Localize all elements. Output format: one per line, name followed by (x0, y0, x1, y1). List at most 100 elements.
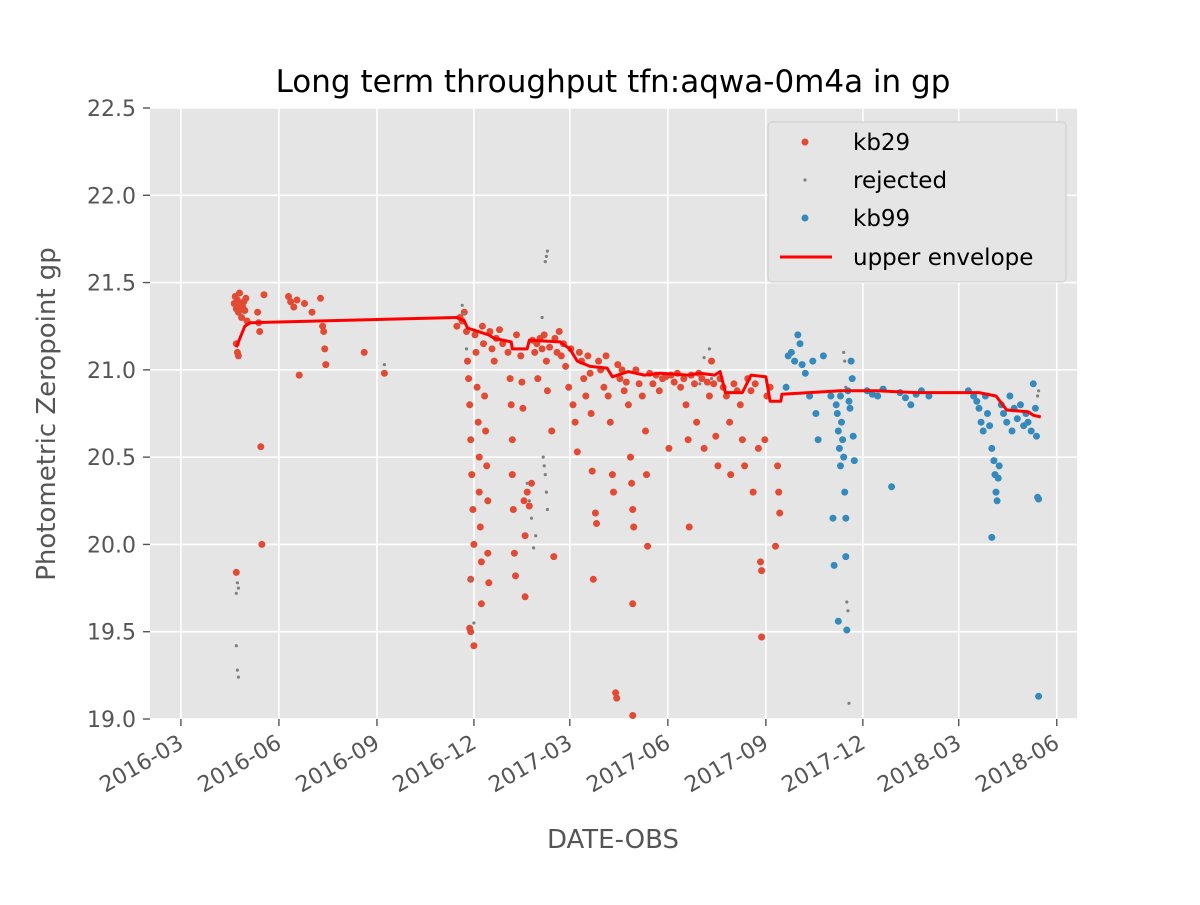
point-kb29 (751, 380, 759, 388)
x-tick-label: 2016-12 (389, 731, 481, 799)
point-kb29 (242, 294, 250, 302)
point-kb29 (510, 549, 518, 557)
point-kb99 (868, 390, 876, 398)
point-rejected (236, 675, 240, 679)
point-kb29 (703, 378, 711, 386)
point-kb99 (846, 404, 854, 412)
x-axis-label: DATE-OBS (547, 825, 679, 855)
point-kb99 (1017, 401, 1024, 409)
point-kb29 (772, 542, 779, 550)
point-kb99 (834, 617, 842, 625)
point-rejected (541, 455, 545, 459)
point-kb29 (290, 303, 298, 311)
point-kb29 (308, 308, 316, 316)
point-rejected (847, 701, 851, 705)
point-kb29 (749, 488, 757, 496)
point-kb29 (562, 362, 570, 370)
point-kb29 (470, 540, 478, 548)
point-kb99 (1024, 418, 1032, 426)
point-rejected (545, 507, 550, 512)
point-rejected (544, 490, 549, 494)
point-kb29 (550, 553, 558, 561)
point-rejected (843, 359, 847, 363)
point-kb29 (320, 328, 328, 335)
point-kb29 (257, 443, 265, 451)
point-rejected (235, 668, 239, 672)
point-kb29 (738, 436, 746, 444)
legend-label-upper-envelope: upper envelope (853, 245, 1033, 271)
point-kb29 (468, 471, 476, 479)
x-tick-label: 2018-03 (874, 731, 966, 799)
point-kb29 (649, 380, 657, 388)
point-kb29 (484, 549, 492, 557)
y-tick-label: 22.0 (87, 184, 136, 209)
point-kb99 (994, 474, 1002, 482)
point-kb29 (604, 392, 612, 400)
point-kb99 (1027, 427, 1035, 435)
point-kb29 (698, 375, 706, 383)
point-kb29 (517, 352, 525, 360)
point-kb99 (925, 392, 933, 400)
point-kb29 (758, 633, 766, 641)
point-kb99 (1033, 432, 1040, 440)
point-kb29 (477, 600, 485, 608)
point-rejected (709, 377, 714, 381)
point-kb99 (1031, 404, 1039, 412)
point-kb29 (496, 326, 503, 334)
point-kb99 (841, 488, 849, 496)
point-kb29 (521, 593, 529, 601)
y-axis-label: Photometric Zeropoint gp (32, 247, 62, 581)
point-kb29 (234, 352, 242, 360)
point-rejected (707, 347, 712, 351)
point-kb99 (849, 432, 857, 440)
point-kb99 (988, 533, 996, 541)
point-kb29 (508, 471, 516, 479)
point-kb29 (754, 444, 762, 452)
point-kb29 (531, 348, 539, 356)
point-rejected (542, 464, 546, 468)
point-kb29 (543, 387, 551, 395)
point-kb29 (525, 502, 533, 510)
point-kb29 (580, 375, 588, 383)
point-kb99 (1003, 418, 1011, 426)
point-kb29 (730, 380, 738, 388)
point-rejected (842, 350, 846, 354)
point-kb99 (977, 418, 985, 426)
point-kb29 (287, 298, 295, 306)
point-kb99 (835, 444, 843, 452)
point-kb29 (453, 322, 461, 330)
point-kb99 (1000, 410, 1007, 417)
point-kb29 (629, 600, 637, 608)
point-rejected (235, 581, 239, 585)
point-kb99 (827, 392, 835, 400)
point-kb99 (1008, 427, 1016, 435)
point-kb99 (837, 462, 844, 470)
point-kb29 (322, 361, 330, 369)
point-kb99 (842, 514, 850, 522)
point-kb29 (700, 444, 708, 452)
point-kb99 (843, 626, 851, 634)
point-rejected (534, 534, 538, 538)
point-kb29 (612, 689, 620, 697)
point-kb29 (682, 401, 690, 409)
point-kb99 (988, 444, 996, 452)
x-tick-label: 2017-06 (583, 731, 675, 799)
point-kb29 (741, 462, 749, 470)
legend-label-kb99: kb99 (853, 206, 910, 232)
point-kb99 (838, 418, 845, 426)
point-kb29 (466, 401, 474, 409)
point-kb29 (258, 540, 266, 548)
point-kb99 (975, 404, 983, 412)
point-kb29 (573, 448, 581, 456)
point-kb99 (794, 331, 802, 339)
point-kb29 (528, 479, 535, 487)
point-kb29 (629, 506, 637, 513)
point-kb99 (812, 410, 820, 417)
point-kb29 (635, 380, 643, 388)
point-kb29 (665, 444, 673, 452)
point-kb29 (472, 348, 480, 356)
point-kb29 (481, 392, 489, 400)
point-kb99 (834, 427, 842, 435)
point-kb99 (979, 427, 987, 435)
point-kb29 (608, 471, 616, 479)
